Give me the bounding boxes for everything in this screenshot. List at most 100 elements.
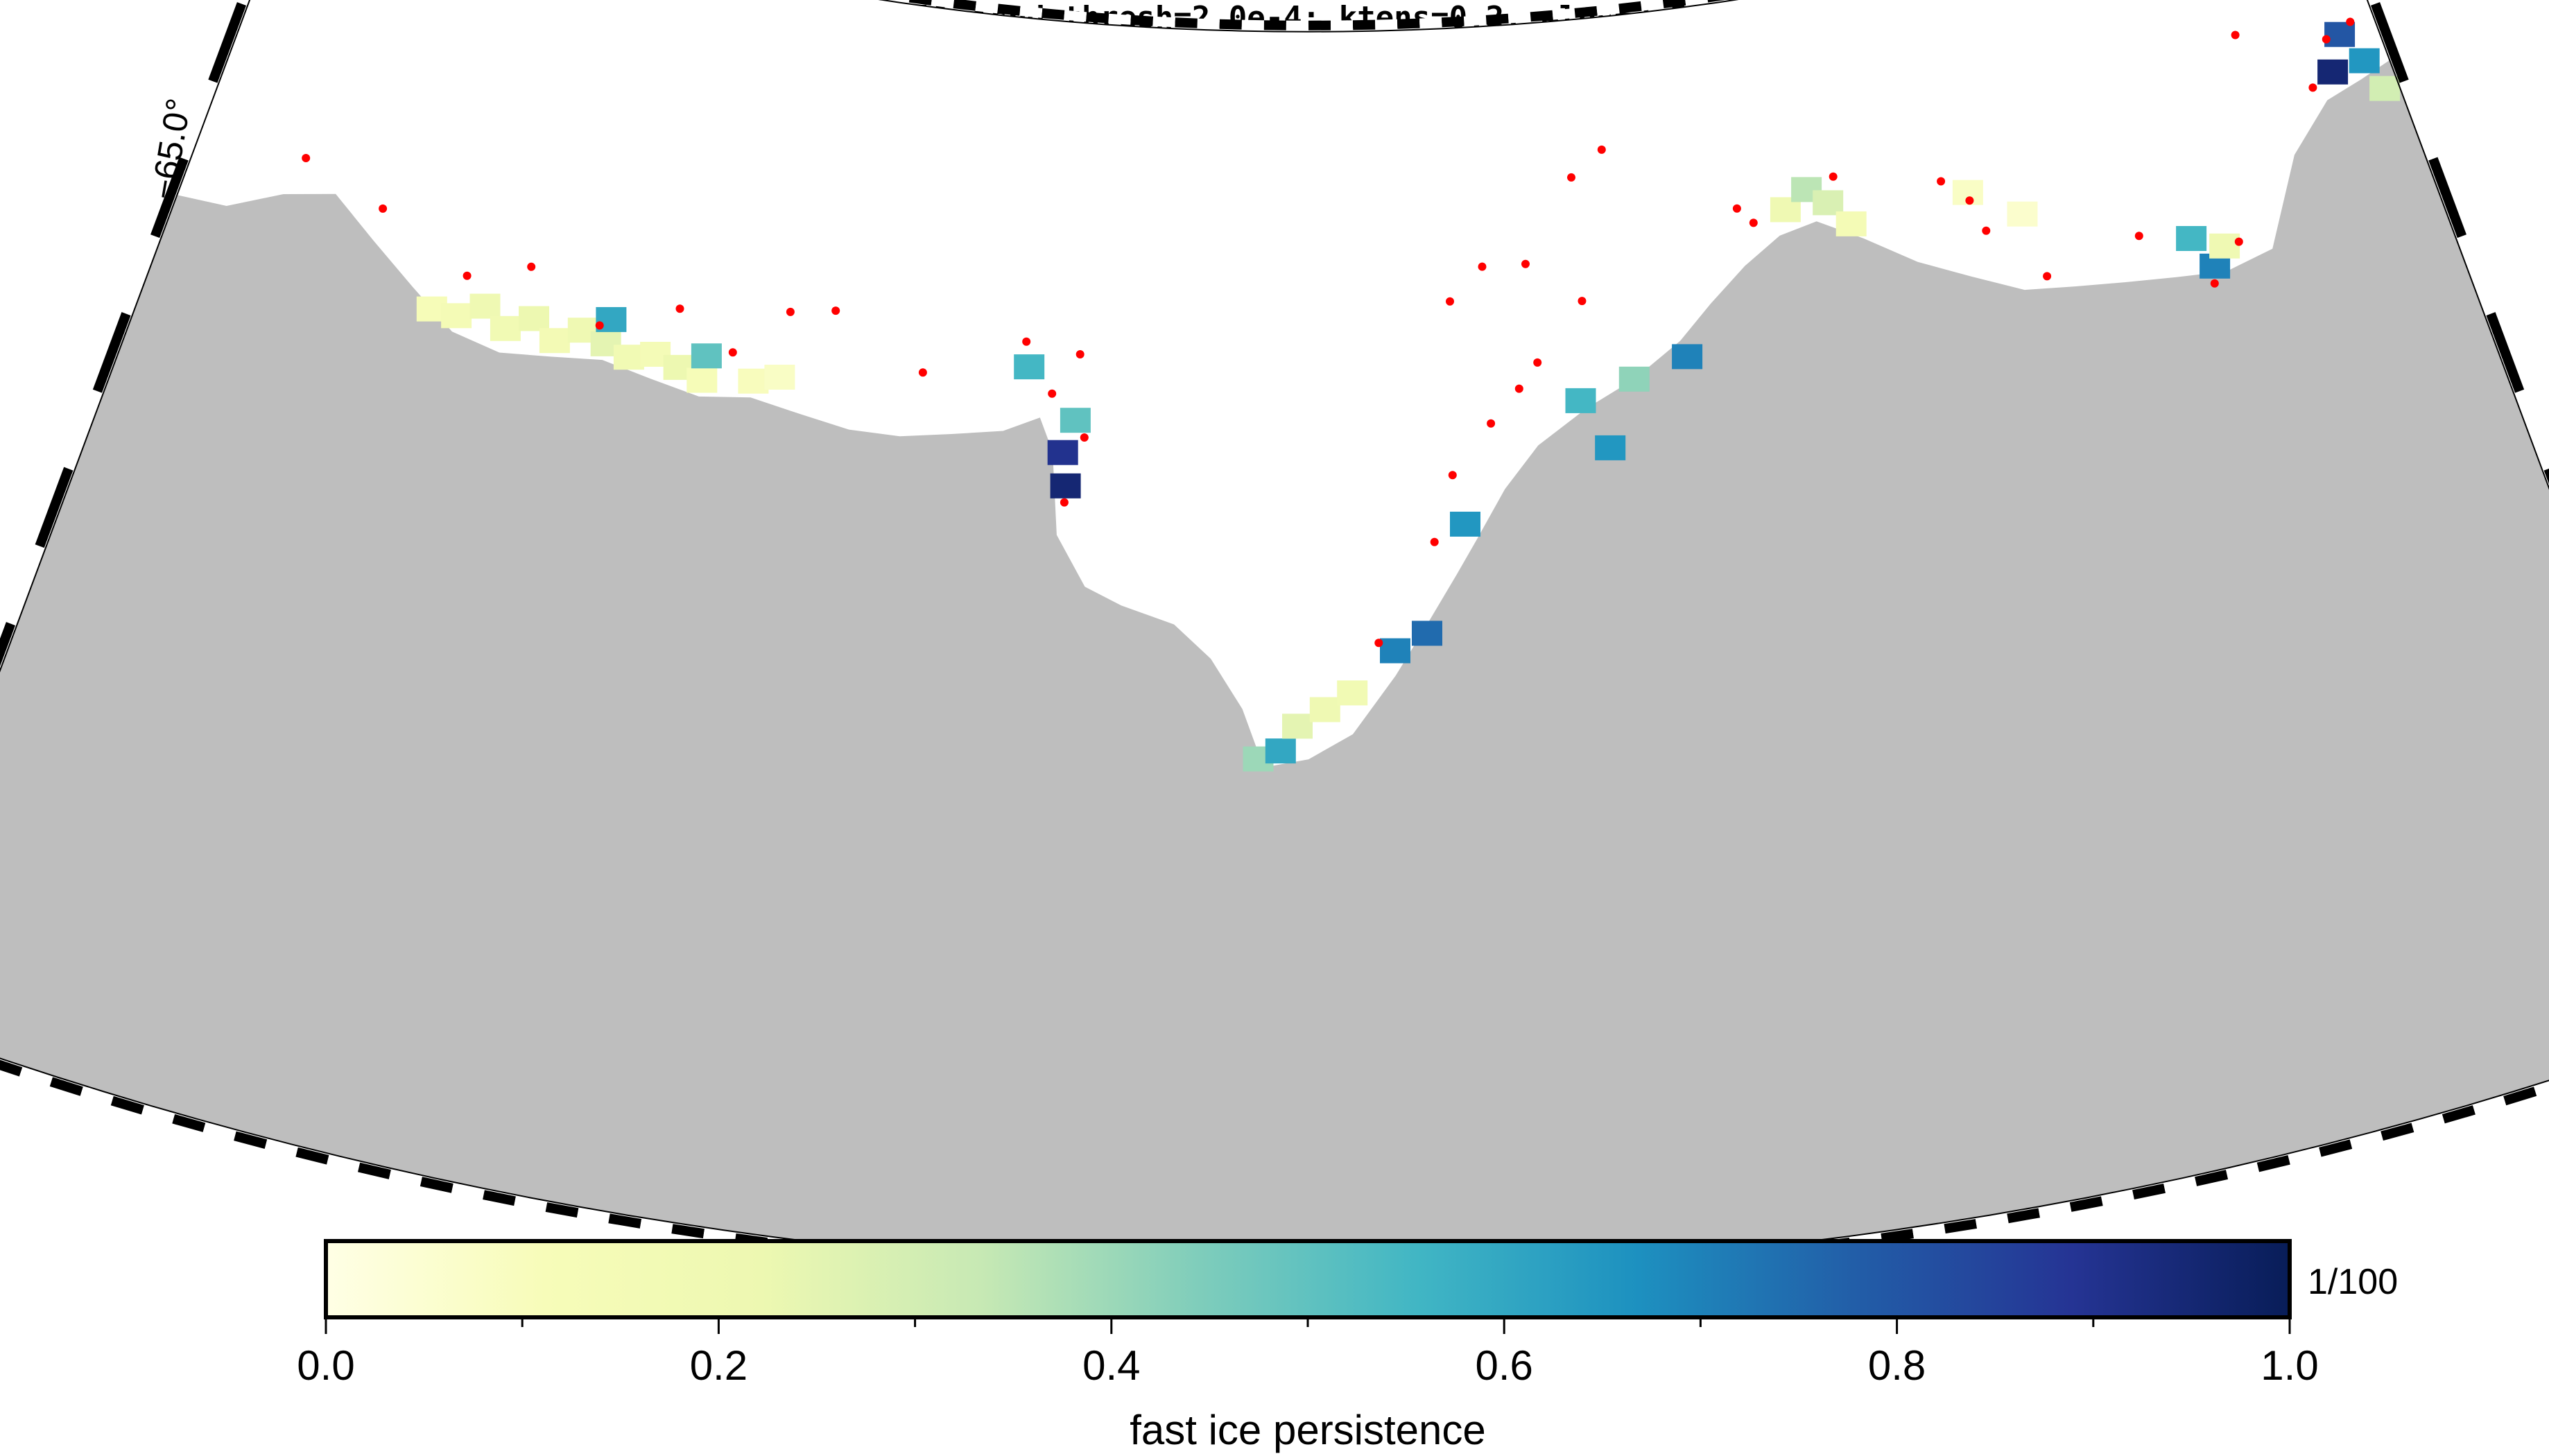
frame-segment [1662, 0, 1686, 8]
fast-ice-cell [1060, 408, 1091, 433]
fast-ice-cell [1412, 621, 1442, 646]
frame-segment [234, 1131, 268, 1149]
obs-point [1567, 173, 1575, 182]
frame-segment [908, 0, 932, 6]
frame-segment [1685, 0, 1709, 6]
obs-point [1982, 226, 1991, 235]
frame-segment [92, 312, 131, 393]
frame-segment [141, 1105, 175, 1124]
frame-segment [1042, 8, 1065, 20]
frame-segment [2399, 79, 2438, 161]
frame-segment [1152, 16, 1176, 28]
frame-segment [483, 1190, 516, 1206]
frame-segment [2486, 312, 2525, 393]
frame-segment [172, 1113, 206, 1132]
obs-point [595, 321, 604, 330]
obs-point [1521, 259, 1530, 268]
frame-segment [358, 1162, 391, 1179]
frame-segment [514, 1196, 548, 1212]
obs-point [1597, 145, 1606, 154]
fast-ice-cell [490, 315, 521, 341]
fast-ice-cell [2176, 226, 2207, 251]
obs-point [675, 304, 684, 313]
frame-segment [2515, 389, 2549, 471]
fast-ice-cell [441, 303, 472, 329]
fast-ice-cell [1672, 344, 1703, 370]
fast-ice-cell [1565, 388, 1596, 413]
obs-point [2231, 31, 2240, 40]
obs-point [1075, 350, 1085, 358]
frame-segment [2256, 1154, 2290, 1172]
frame-segment [2370, 1, 2409, 83]
frame-segment [1241, 19, 1265, 31]
colorbar-label: fast ice persistence [1130, 1407, 1486, 1453]
fast-ice-cell [1309, 697, 1340, 722]
fast-ice-cell [1618, 366, 1650, 392]
frame-segment [2069, 1196, 2103, 1212]
frame-segment [64, 389, 102, 471]
frame-segment [1463, 15, 1487, 26]
obs-point [1430, 537, 1439, 546]
fast-ice-cell [2317, 59, 2349, 85]
obs-point [1080, 433, 1089, 442]
frame-segment [702, 1229, 736, 1243]
frame-segment [545, 1202, 579, 1218]
obs-point [831, 306, 840, 315]
frame-segment [1507, 12, 1531, 24]
obs-point [728, 348, 737, 357]
obs-point [1048, 389, 1057, 398]
obs-point [1533, 358, 1542, 367]
obs-point [1060, 498, 1069, 507]
fast-ice-cell [2349, 48, 2380, 73]
fast-ice-cell [2369, 76, 2401, 101]
longitude-label: 75.0° [1268, 0, 1349, 5]
frame-segment [2195, 1170, 2229, 1186]
obs-point [463, 271, 472, 280]
frame-segment [327, 1154, 361, 1172]
fast-ice-cell [2007, 201, 2038, 227]
longitude-labels: 55.0°60.0°65.0°70.0°75.0°80.0°85.0°90.0°… [1268, 0, 1349, 5]
fast-ice-cell [1265, 738, 1296, 764]
frame-segment [1881, 1229, 1915, 1243]
obs-point [1749, 218, 1758, 227]
colorbar-tick-label: 0.6 [1475, 1342, 1532, 1389]
frame-segment [295, 1147, 329, 1165]
frame-segment [1419, 17, 1442, 28]
frame-segment [953, 0, 977, 11]
frame-segment [420, 1177, 453, 1193]
frame-segment [451, 1184, 485, 1200]
frame-segment [2101, 1190, 2134, 1206]
obs-point [1829, 172, 1838, 181]
frame-segment [997, 3, 1021, 16]
colorbar-gradient [324, 1239, 2292, 1319]
fast-ice-cell [539, 328, 570, 354]
obs-point [786, 307, 795, 316]
frame-segment [1086, 12, 1109, 24]
obs-point [1374, 639, 1383, 648]
obs-point [1487, 419, 1496, 428]
frame-segment [0, 622, 16, 667]
frame-segment [2288, 1147, 2322, 1165]
colorbar-tick-label: 0.2 [690, 1342, 748, 1389]
obs-point [1578, 297, 1587, 306]
frame-segment [2428, 157, 2466, 239]
frame-segment [608, 1213, 642, 1229]
frame-segment [121, 234, 160, 315]
frame-segment [110, 1095, 145, 1115]
obs-points-layer [302, 17, 2355, 648]
frame-segment [80, 1086, 114, 1106]
obs-point [2234, 237, 2243, 246]
frame-segment [975, 1, 999, 14]
frame-segment [49, 1077, 83, 1096]
frame-segment [0, 1059, 23, 1077]
frame-segment [2226, 1162, 2259, 1179]
fast-ice-cell [1450, 512, 1480, 537]
frame-segment [388, 1170, 422, 1186]
frame-segment [671, 1224, 705, 1239]
fast-ice-cell [1595, 435, 1626, 460]
map-panel: 55.0°60.0°65.0°70.0°75.0°80.0°85.0°90.0°… [0, 0, 2549, 1283]
obs-point [2322, 35, 2331, 44]
fast-ice-cell [2324, 21, 2356, 47]
obs-point [2043, 272, 2052, 281]
fast-ice-cell [1337, 680, 1368, 706]
